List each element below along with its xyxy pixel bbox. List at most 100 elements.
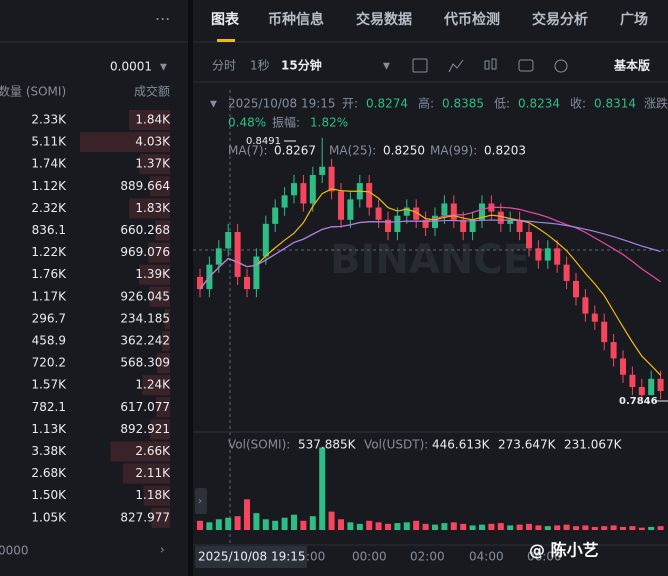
time-label: 06:00 xyxy=(527,550,562,564)
candle-body xyxy=(629,374,636,387)
total: 1.83K xyxy=(135,201,171,215)
volume-bar xyxy=(272,520,279,530)
amount: 2.33K xyxy=(31,113,67,127)
more-icon[interactable]: ··· xyxy=(155,10,170,29)
total: 234.185 xyxy=(120,311,170,325)
ma-value: 0.8267 xyxy=(274,144,316,158)
candle-body xyxy=(225,232,232,249)
precision[interactable]: 0.0001 xyxy=(110,60,152,74)
ma-value: 0.8250 xyxy=(383,144,425,158)
amount: 1.76K xyxy=(31,267,67,281)
chart-panel xyxy=(193,0,668,576)
total: 2.66K xyxy=(135,444,171,458)
volume-bar xyxy=(262,519,269,530)
volume-bar xyxy=(225,517,232,530)
icon-settings[interactable] xyxy=(518,59,534,72)
info-value: 0.48% xyxy=(228,116,266,130)
candle-body xyxy=(638,386,645,396)
collapse-button[interactable] xyxy=(195,488,207,514)
candle-body xyxy=(197,276,203,290)
volume-bar xyxy=(450,522,457,530)
depth-bar xyxy=(157,353,170,374)
icon-calendar[interactable] xyxy=(412,58,428,73)
amount: 2.32K xyxy=(31,201,67,215)
icon-indicator[interactable] xyxy=(448,59,464,73)
tab[interactable]: 币种信息 xyxy=(268,11,324,28)
volume-bar xyxy=(234,516,241,530)
icon-candle[interactable] xyxy=(484,60,490,70)
watermark: BINANCE xyxy=(330,237,530,283)
time-highlight xyxy=(195,546,307,568)
precision-arrow: ▼ xyxy=(160,63,167,73)
divider xyxy=(188,0,193,576)
candle-body xyxy=(253,256,260,290)
mode[interactable]: 基本版 xyxy=(613,58,650,73)
candle-body xyxy=(450,203,457,220)
ma-label: MA(99): xyxy=(430,144,477,158)
volume-bar xyxy=(582,525,589,530)
interval-arrow[interactable]: ▼ xyxy=(383,62,390,72)
time-label: 02:00 xyxy=(410,550,445,564)
tab[interactable]: 交易数据 xyxy=(356,11,412,28)
footer-arrow[interactable]: › xyxy=(160,543,165,557)
volume-bar xyxy=(563,524,570,530)
candle-body xyxy=(460,219,467,233)
tab[interactable]: 图表 xyxy=(211,11,240,28)
volume-bar xyxy=(244,499,250,530)
depth-bar xyxy=(139,154,170,175)
volume-bar xyxy=(375,522,382,530)
tool-icons xyxy=(412,58,568,73)
depth-bar xyxy=(155,220,170,241)
depth-bar xyxy=(110,441,170,462)
volume-bar xyxy=(601,526,608,530)
amount: 1.12K xyxy=(31,179,67,193)
volume-bar xyxy=(206,522,213,530)
icon-more[interactable] xyxy=(554,59,568,73)
candle-body xyxy=(497,211,504,224)
volume-bar xyxy=(479,524,485,530)
interval[interactable]: 分时 xyxy=(212,59,236,73)
ma-label: MA(7): xyxy=(228,144,268,158)
info-time: 2025/10/08 19:15 xyxy=(228,97,336,111)
volume-bar xyxy=(413,520,420,530)
volume-bar xyxy=(441,523,448,530)
candle-body xyxy=(620,358,626,375)
volume-bar xyxy=(338,519,344,530)
tab[interactable]: 代币检测 xyxy=(443,11,500,28)
candle-body xyxy=(272,207,279,224)
total: 1.39K xyxy=(135,267,171,281)
time-label: 2025/10/08 19:15 xyxy=(198,550,306,564)
volume-bar xyxy=(629,526,636,530)
vol-ma: 231.067K xyxy=(564,438,623,452)
vol-label: Vol(SOMI): xyxy=(228,438,290,452)
amount: 1.13K xyxy=(31,422,67,436)
info-label: 高: xyxy=(418,96,434,111)
candle-body xyxy=(601,321,608,343)
icon-candle[interactable] xyxy=(491,58,497,70)
volume-bar xyxy=(497,523,504,530)
time-label: 00:00 xyxy=(352,550,387,564)
candle-body xyxy=(544,248,551,261)
volume-bar xyxy=(215,519,222,530)
volume-bar xyxy=(385,523,391,530)
interval[interactable]: 1秒 xyxy=(250,59,270,73)
vol-label: Vol(USDT): xyxy=(364,438,428,452)
info-label: 振幅: xyxy=(272,115,300,130)
candle-body xyxy=(554,248,561,265)
candle-body xyxy=(394,215,401,233)
info-value: 0.8314 xyxy=(594,97,636,111)
volume-bar xyxy=(507,525,514,530)
volume-bar xyxy=(469,525,476,530)
vol-value: 537.885K xyxy=(298,438,357,452)
total: 4.03K xyxy=(135,135,171,149)
amount: 296.7 xyxy=(32,311,66,325)
ma-value: 0.8203 xyxy=(484,144,526,158)
tab[interactable]: 广场 xyxy=(620,11,648,28)
total: 926.045 xyxy=(120,289,170,303)
amount: 5.11K xyxy=(31,135,67,149)
volume-bar xyxy=(620,526,626,530)
candle-body xyxy=(479,203,485,220)
tab[interactable]: 交易分析 xyxy=(532,11,588,28)
depth-bar xyxy=(138,264,170,285)
interval[interactable]: 15分钟 xyxy=(281,58,322,73)
